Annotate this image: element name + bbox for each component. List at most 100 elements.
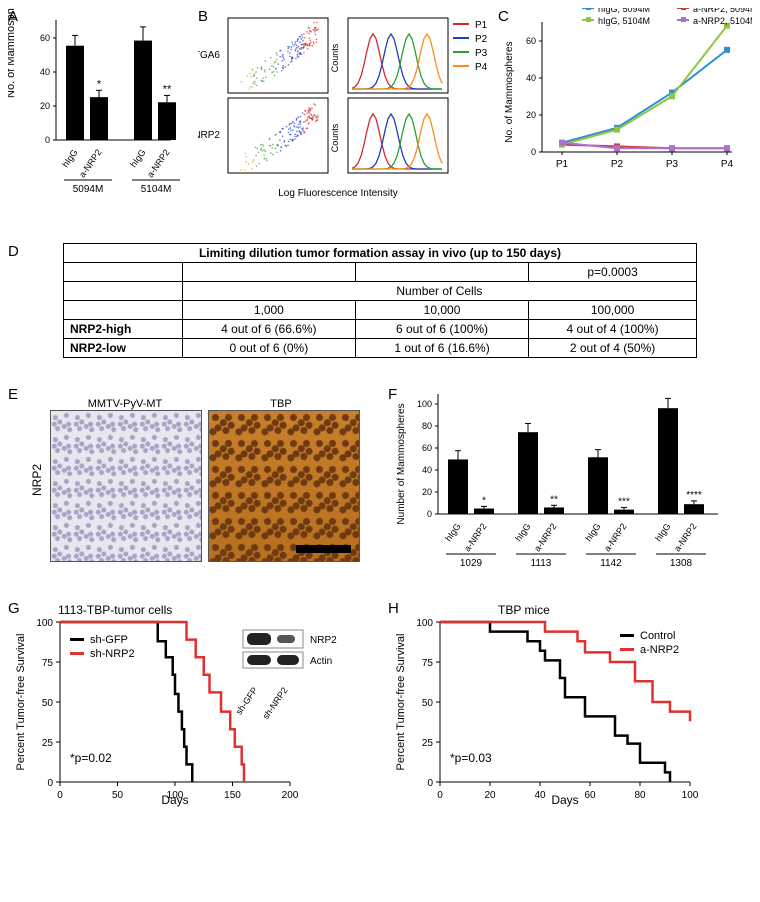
panel-e-side-label: NRP2 xyxy=(30,464,44,496)
panel-a-chart: No. of Mammosphere 0 20 40 60 *** hIgGa-… xyxy=(8,8,198,218)
panel-c: C No. of Mammospheres 0 20 40 60 P1P2P3P… xyxy=(498,8,752,218)
panel-g-wb: NRP2 Actin sh-GFP sh-NRP2 xyxy=(234,630,337,721)
panel-a-label: A xyxy=(8,8,18,25)
svg-text:P3: P3 xyxy=(666,159,679,170)
svg-text:hIgG: hIgG xyxy=(513,521,532,543)
svg-text:20: 20 xyxy=(484,790,496,801)
svg-text:hIgG, 5094M: hIgG, 5094M xyxy=(598,8,650,14)
svg-text:50: 50 xyxy=(42,698,54,709)
panel-c-chart: No. of Mammospheres 0 20 40 60 P1P2P3P4 … xyxy=(498,8,752,218)
svg-text:80: 80 xyxy=(422,421,432,431)
svg-text:a-NRP2, 5094M: a-NRP2, 5094M xyxy=(693,8,752,14)
svg-text:**: ** xyxy=(163,83,172,95)
svg-text:20: 20 xyxy=(526,110,536,120)
svg-text:hIgG: hIgG xyxy=(60,147,79,169)
panel-b-facs: ITGA6 NRP2 Counts Counts Log Fluorescenc… xyxy=(198,8,498,218)
svg-text:50: 50 xyxy=(422,698,434,709)
ihc-mmtv-image xyxy=(50,410,202,562)
svg-text:Counts: Counts xyxy=(330,123,340,152)
svg-text:60: 60 xyxy=(422,443,432,453)
svg-text:0: 0 xyxy=(437,790,443,801)
svg-text:*p=0.02: *p=0.02 xyxy=(70,751,112,765)
svg-text:5094M: 5094M xyxy=(73,184,104,195)
svg-text:****: **** xyxy=(686,490,702,501)
svg-text:P1: P1 xyxy=(556,159,569,170)
svg-text:a-NRP2: a-NRP2 xyxy=(145,147,172,179)
svg-text:Actin: Actin xyxy=(310,656,332,667)
svg-text:P1: P1 xyxy=(475,20,488,31)
panel-c-label: C xyxy=(498,8,509,25)
svg-text:0: 0 xyxy=(57,790,63,801)
svg-text:Counts: Counts xyxy=(330,43,340,72)
svg-text:P3: P3 xyxy=(475,48,488,59)
svg-text:0: 0 xyxy=(427,509,432,519)
svg-text:1113-TBP-tumor cells: 1113-TBP-tumor cells xyxy=(58,603,172,617)
svg-text:NRP2: NRP2 xyxy=(310,635,337,646)
svg-text:Percent Tumor-free Survival: Percent Tumor-free Survival xyxy=(395,634,407,771)
svg-text:150: 150 xyxy=(224,790,241,801)
svg-text:NRP2: NRP2 xyxy=(198,130,220,141)
panel-d: D Limiting dilution tumor formation assa… xyxy=(8,243,752,358)
svg-text:1142: 1142 xyxy=(600,558,622,569)
svg-text:hIgG: hIgG xyxy=(583,521,602,543)
svg-text:60: 60 xyxy=(40,33,50,43)
panel-g-chart: 1113-TBP-tumor cells Percent Tumor-free … xyxy=(8,600,388,830)
svg-text:ITGA6: ITGA6 xyxy=(198,50,220,61)
svg-text:sh-NRP2: sh-NRP2 xyxy=(90,648,135,660)
svg-text:*: * xyxy=(482,495,486,506)
svg-text:40: 40 xyxy=(526,73,536,83)
svg-text:1113: 1113 xyxy=(531,558,552,569)
panel-b: B ITGA6 NRP2 Counts Counts Log Fluoresce… xyxy=(198,8,498,218)
svg-text:50: 50 xyxy=(112,790,124,801)
panel-a: A No. of Mammosphere 0 20 40 60 *** hIgG… xyxy=(8,8,198,218)
svg-text:a-NRP2, 5104M: a-NRP2, 5104M xyxy=(693,16,752,26)
svg-text:P4: P4 xyxy=(475,62,488,73)
svg-text:Days: Days xyxy=(161,793,188,807)
svg-text:60: 60 xyxy=(526,36,536,46)
svg-text:sh-NRP2: sh-NRP2 xyxy=(261,685,290,721)
svg-text:1308: 1308 xyxy=(670,558,693,569)
svg-text:40: 40 xyxy=(534,790,546,801)
svg-text:100: 100 xyxy=(682,790,699,801)
svg-text:a-NRP2: a-NRP2 xyxy=(532,521,559,553)
svg-text:P4: P4 xyxy=(721,159,734,170)
svg-text:**: ** xyxy=(550,494,558,505)
svg-text:a-NRP2: a-NRP2 xyxy=(462,521,489,553)
panel-d-label: D xyxy=(8,243,19,260)
svg-text:20: 20 xyxy=(40,101,50,111)
svg-text:100: 100 xyxy=(416,618,433,629)
svg-text:*: * xyxy=(97,78,102,90)
svg-text:hIgG: hIgG xyxy=(653,521,672,543)
svg-text:a-NRP2: a-NRP2 xyxy=(602,521,629,553)
svg-text:25: 25 xyxy=(422,738,434,749)
svg-text:TBP mice: TBP mice xyxy=(498,603,550,617)
svg-text:40: 40 xyxy=(40,67,50,77)
svg-text:No. of Mammospheres: No. of Mammospheres xyxy=(504,41,515,142)
svg-text:200: 200 xyxy=(282,790,299,801)
panel-f-label: F xyxy=(388,386,397,403)
svg-text:20: 20 xyxy=(422,487,432,497)
svg-text:25: 25 xyxy=(42,738,54,749)
panel-h-chart: TBP mice Percent Tumor-free Survival 0 25… xyxy=(388,600,752,830)
svg-text:a-NRP2: a-NRP2 xyxy=(640,644,679,656)
svg-text:a-NRP2: a-NRP2 xyxy=(672,521,699,553)
svg-text:*p=0.03: *p=0.03 xyxy=(450,751,492,765)
scale-bar xyxy=(296,545,351,553)
svg-text:hIgG, 5104M: hIgG, 5104M xyxy=(598,16,650,26)
panel-e: E NRP2 MMTV-PyV-MT TBP xyxy=(8,386,388,586)
svg-text:80: 80 xyxy=(634,790,646,801)
svg-text:sh-GFP: sh-GFP xyxy=(90,634,128,646)
svg-text:0: 0 xyxy=(47,778,53,789)
panel-h-label: H xyxy=(388,600,399,617)
svg-text:hIgG: hIgG xyxy=(128,147,147,169)
svg-text:hIgG: hIgG xyxy=(443,521,462,543)
svg-text:***: *** xyxy=(618,496,630,507)
panel-g: G 1113-TBP-tumor cells Percent Tumor-fre… xyxy=(8,600,388,830)
svg-text:P2: P2 xyxy=(475,34,488,45)
svg-text:0: 0 xyxy=(427,778,433,789)
panel-h: H TBP mice Percent Tumor-free Survival 0… xyxy=(388,600,752,830)
svg-text:0: 0 xyxy=(531,147,536,157)
panel-g-label: G xyxy=(8,600,20,617)
ihc-tbp-image xyxy=(208,410,360,562)
svg-text:75: 75 xyxy=(422,658,434,669)
